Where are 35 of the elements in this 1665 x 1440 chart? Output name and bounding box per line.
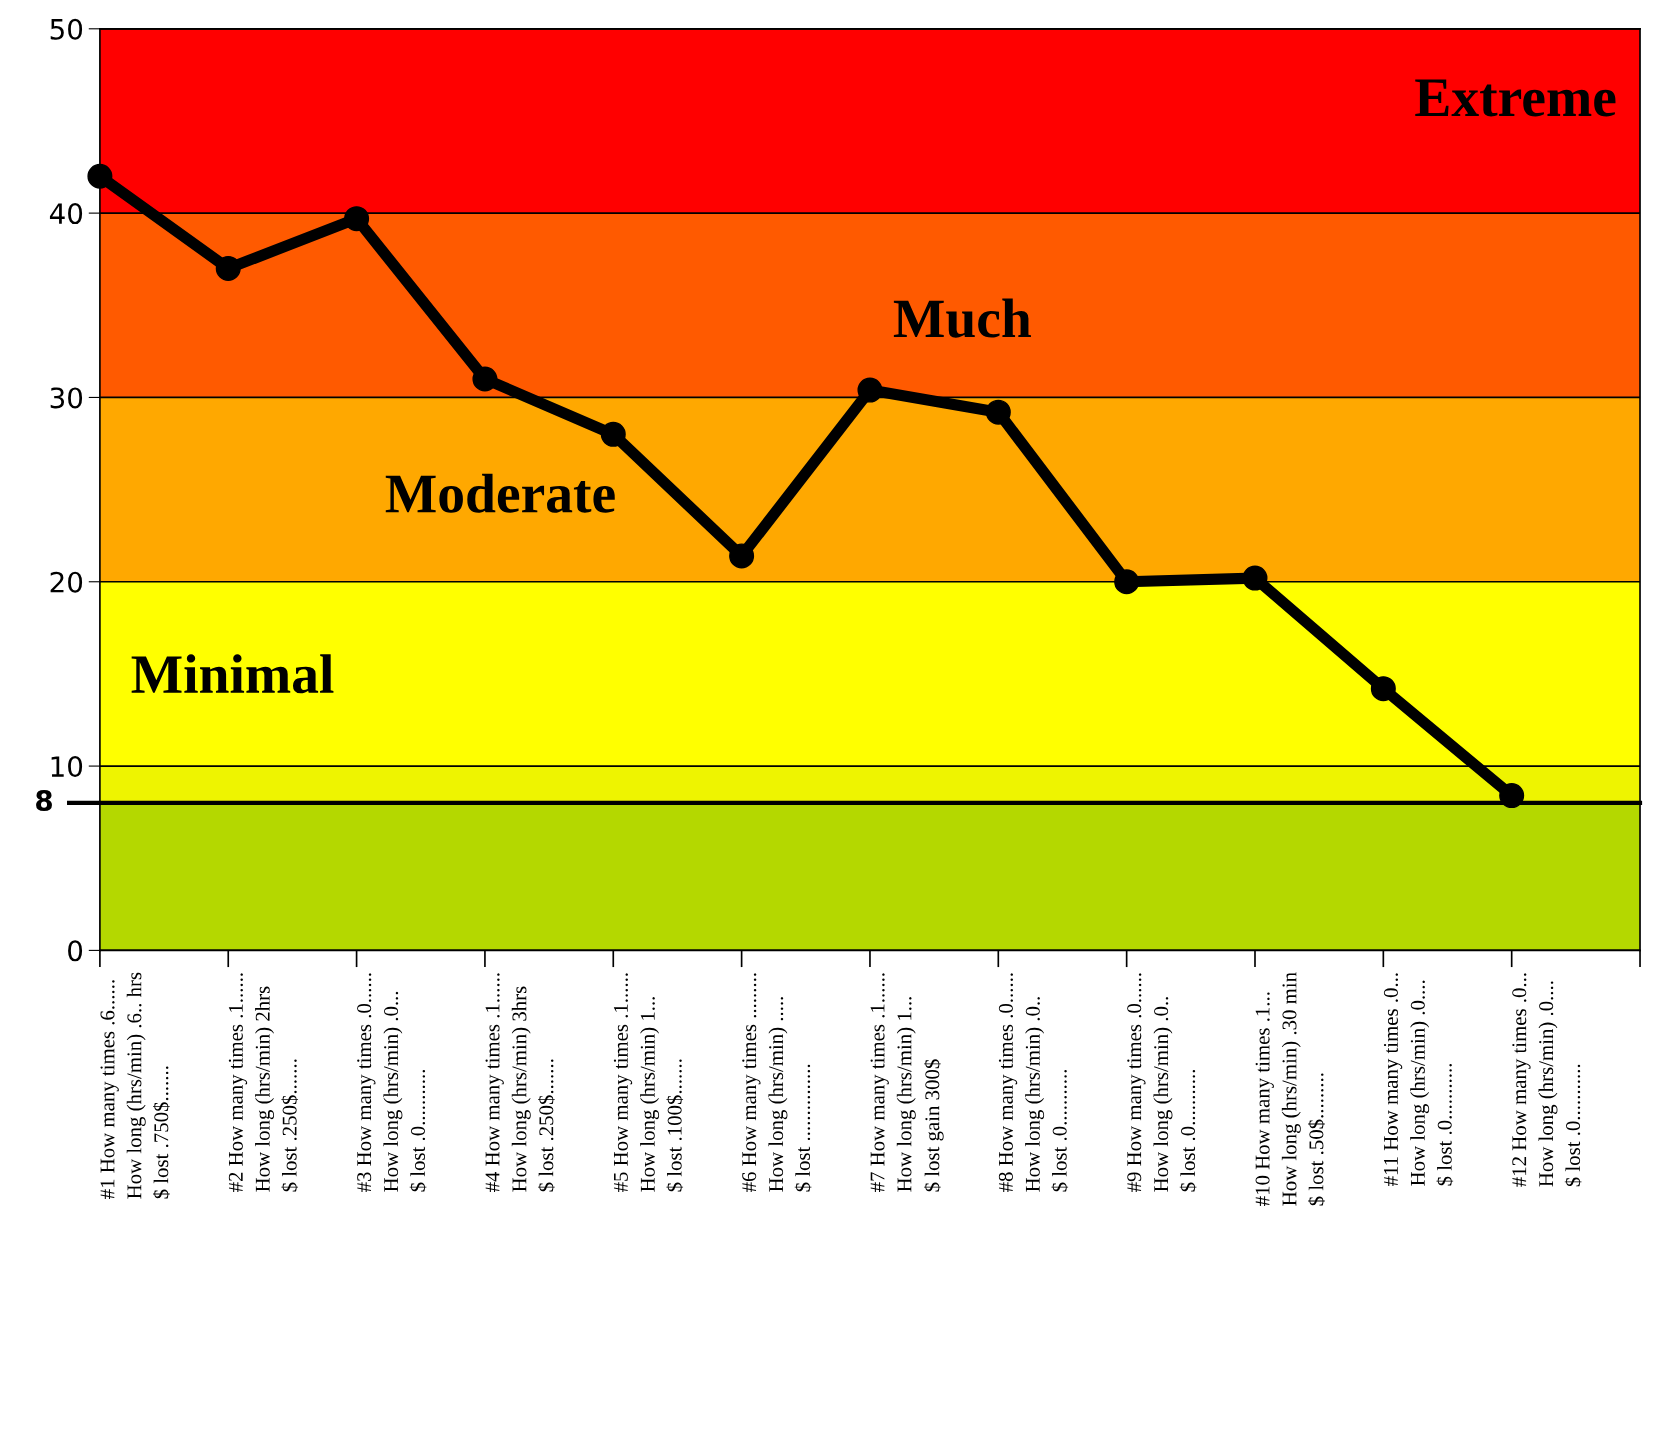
x-tick-label: #5 How many times .1...... How long (hrs/min) 1... $ lost .100$....... [613,973,684,1193]
x-tick-label: #7 How many times .1...... How long (hrs/min) 1... $ lost gain 300$ [870,973,944,1193]
point [344,206,370,232]
x-tick-label: #2 How many times .1...... How long (hrs/min) 2hrs $ lost .250$....... [228,973,299,1193]
point [729,543,755,569]
x-tick-label: #3 How many times .0...... How long (hrs/min) .0... $ lost .0........... [357,973,427,1193]
x-tick-label: #9 How many times .0...... How long (hrs/min) .0.. $ lost .0........... [1127,973,1197,1193]
y-tick-label: 0 [68,940,83,962]
x-tick-label: #12 How many times .0... How long (hrs/min) .0.... $ lost .0........... [1512,973,1582,1187]
y-tick-label: 40 [49,203,83,225]
y-tick-label: 10 [51,756,83,778]
band-label: Minimal [131,654,334,694]
point [985,399,1011,425]
x-tick-label: #6 How many times ......... How long (hrs/min) ..... $ lost ............... [742,973,812,1193]
band-label: Extreme [1415,79,1616,117]
ref-line-label: 8 [36,789,52,811]
point [1499,783,1525,809]
y-tick-label: 30 [50,387,83,409]
x-tick-label: #4 How many times .1...... How long (hrs/min) 3hrs $ lost .250$....... [485,973,555,1193]
x-tick-label: #1 How many times .6...... How long (hrs/min) .6.. hrs $ lost .750$....... [100,972,170,1199]
point [857,377,883,403]
x-tick-label: #8 How many times .0...... How long (hrs/min) .0.. $ lost .0........... [998,973,1069,1193]
point [600,421,626,447]
y-tick-label: 50 [50,18,83,40]
band-label: Moderate [385,473,615,513]
point [1114,569,1140,595]
point [1370,676,1396,702]
band-label: Much [893,298,1031,338]
point [87,163,113,189]
point [215,255,241,281]
y-tick-label: 20 [50,571,83,593]
x-tick-label: #11 How many times .0... How long (hrs/min) .0.... $ lost .0........... [1383,973,1454,1187]
point [1242,565,1268,591]
x-tick-label: #10 How many times .1... How long (hrs/min) .30 min $ lost .50$......... [1255,972,1325,1206]
point [472,366,498,392]
